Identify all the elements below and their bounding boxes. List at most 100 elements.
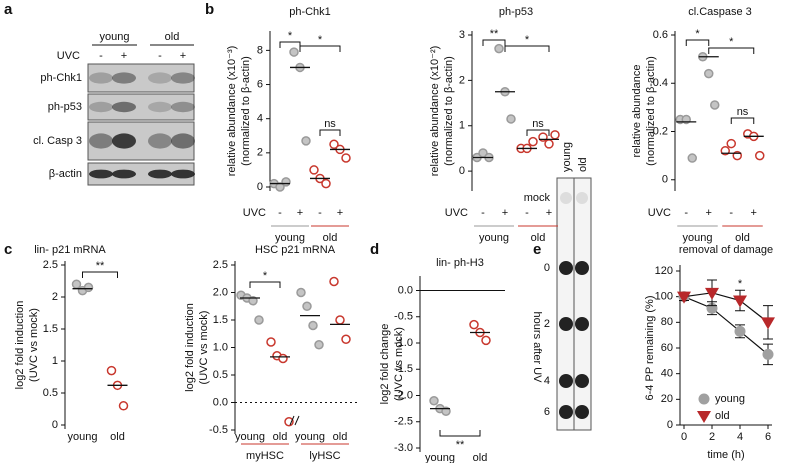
significance-label: * [729, 36, 734, 48]
dot-blot-column-label: old [577, 157, 589, 172]
y-tick-label: 120 [655, 265, 673, 277]
chart-title: HSC p21 mRNA [255, 244, 336, 256]
y-tick-label: -2.5 [394, 416, 413, 428]
x-tick-label: young [68, 431, 98, 443]
data-point [314, 340, 324, 350]
y-tick-label: 0.0 [398, 284, 413, 296]
data-point [321, 178, 331, 189]
group-label: lyHSC [309, 450, 340, 462]
y-tick-label: -1.0 [394, 337, 413, 349]
x-tick-label: - [481, 207, 485, 219]
x-tick-label: - [318, 207, 322, 219]
y-tick-label: 80 [661, 316, 673, 328]
significance-label: ** [490, 28, 499, 40]
y-tick-label: 2.0 [213, 286, 228, 298]
series-line [683, 292, 769, 323]
blot-row-label: ph-Chk1 [40, 72, 82, 84]
data-point [726, 138, 736, 149]
blot-band [171, 133, 195, 149]
data-point [329, 139, 339, 150]
data-point [278, 353, 288, 364]
chart-title: lin- p21 mRNA [34, 244, 106, 256]
blot-row-label: ph-p53 [48, 101, 82, 113]
x-tick-label: - [684, 207, 688, 219]
dot-blot-column-label: young [561, 142, 573, 172]
dot-blot-spot [576, 192, 588, 204]
y-tick-label: 60 [661, 342, 673, 354]
annotation: * [738, 278, 743, 290]
blot-band [112, 101, 136, 113]
x-tick-label: + [337, 207, 343, 219]
blot-band [171, 169, 195, 179]
y-tick-label: -0.5 [209, 424, 228, 436]
y-axis-label: (UVC vs mock) [393, 327, 405, 401]
significance-bracket [708, 47, 755, 54]
data-point [289, 47, 299, 57]
y-axis-label: (normalized to β-actin) [443, 56, 455, 166]
dot-blot-spot [575, 374, 589, 388]
dot-blot-spot [560, 192, 572, 204]
y-axis-label: relative abundance (x10⁻³) [226, 46, 238, 177]
y-tick-label: 1 [52, 355, 58, 367]
blot-group-label: old [165, 31, 180, 43]
y-axis-label: log2 fold change [379, 324, 391, 405]
data-point [71, 279, 82, 289]
blot-lane-label: + [180, 50, 186, 62]
dot-blot-row-label: 2 [544, 318, 550, 330]
y-tick-label: 8 [257, 44, 263, 56]
data-point [254, 315, 264, 325]
y-tick-label: 0.6 [653, 29, 668, 41]
blot-strip [87, 93, 195, 121]
blot-band [89, 72, 113, 84]
panel-letter: a [4, 1, 13, 18]
x-tick-label: old [333, 431, 348, 443]
data-point [544, 139, 554, 149]
axis-break [289, 415, 300, 426]
significance-label: * [263, 270, 268, 282]
significance-label: ** [96, 260, 105, 272]
dot-blot-spot [559, 405, 573, 419]
y-tick-label: 0.4 [653, 77, 668, 89]
y-tick-label: 4 [257, 113, 263, 125]
significance-label: * [288, 30, 293, 42]
data-point [329, 276, 339, 287]
significance-bracket [299, 45, 341, 52]
blot-strip [87, 63, 195, 93]
chart-title: ph-p53 [499, 6, 533, 18]
x-tick-label: + [546, 207, 552, 219]
marker [761, 317, 775, 330]
significance-label: ** [456, 439, 465, 451]
group-label: young [275, 232, 305, 244]
x-tick-label: old [273, 431, 288, 443]
y-axis-label: relative abundance [631, 65, 643, 158]
y-tick-label: 1 [459, 120, 465, 132]
y-tick-label: 0.0 [213, 396, 228, 408]
legend-label: young [715, 393, 745, 405]
y-axis-label: (normalized to β-actin) [645, 56, 657, 166]
data-point [341, 153, 351, 163]
x-tick-label: old [110, 431, 125, 443]
blot-row-label: β-actin [49, 168, 82, 180]
y-axis-label: log2 fold induction [14, 301, 26, 390]
dot-blot-row-label: mock [524, 192, 551, 204]
y-tick-label: 2.5 [43, 259, 58, 271]
significance-bracket [482, 39, 506, 46]
data-point [309, 165, 319, 175]
data-point [710, 100, 720, 110]
blot-band [148, 169, 172, 179]
data-point [106, 365, 117, 376]
marker [677, 291, 691, 304]
significance-bracket [730, 117, 755, 124]
data-point [296, 287, 306, 298]
data-point [550, 130, 560, 140]
marker [705, 287, 719, 300]
dot-blot-spot [559, 374, 573, 388]
factor-label: UVC [243, 207, 266, 219]
data-point [335, 315, 345, 325]
blot-band [148, 72, 172, 84]
legend-marker [697, 411, 711, 423]
data-point [469, 319, 479, 330]
y-tick-label: 1.5 [43, 323, 58, 335]
significance-label: * [525, 34, 530, 46]
significance-bracket [504, 45, 550, 52]
